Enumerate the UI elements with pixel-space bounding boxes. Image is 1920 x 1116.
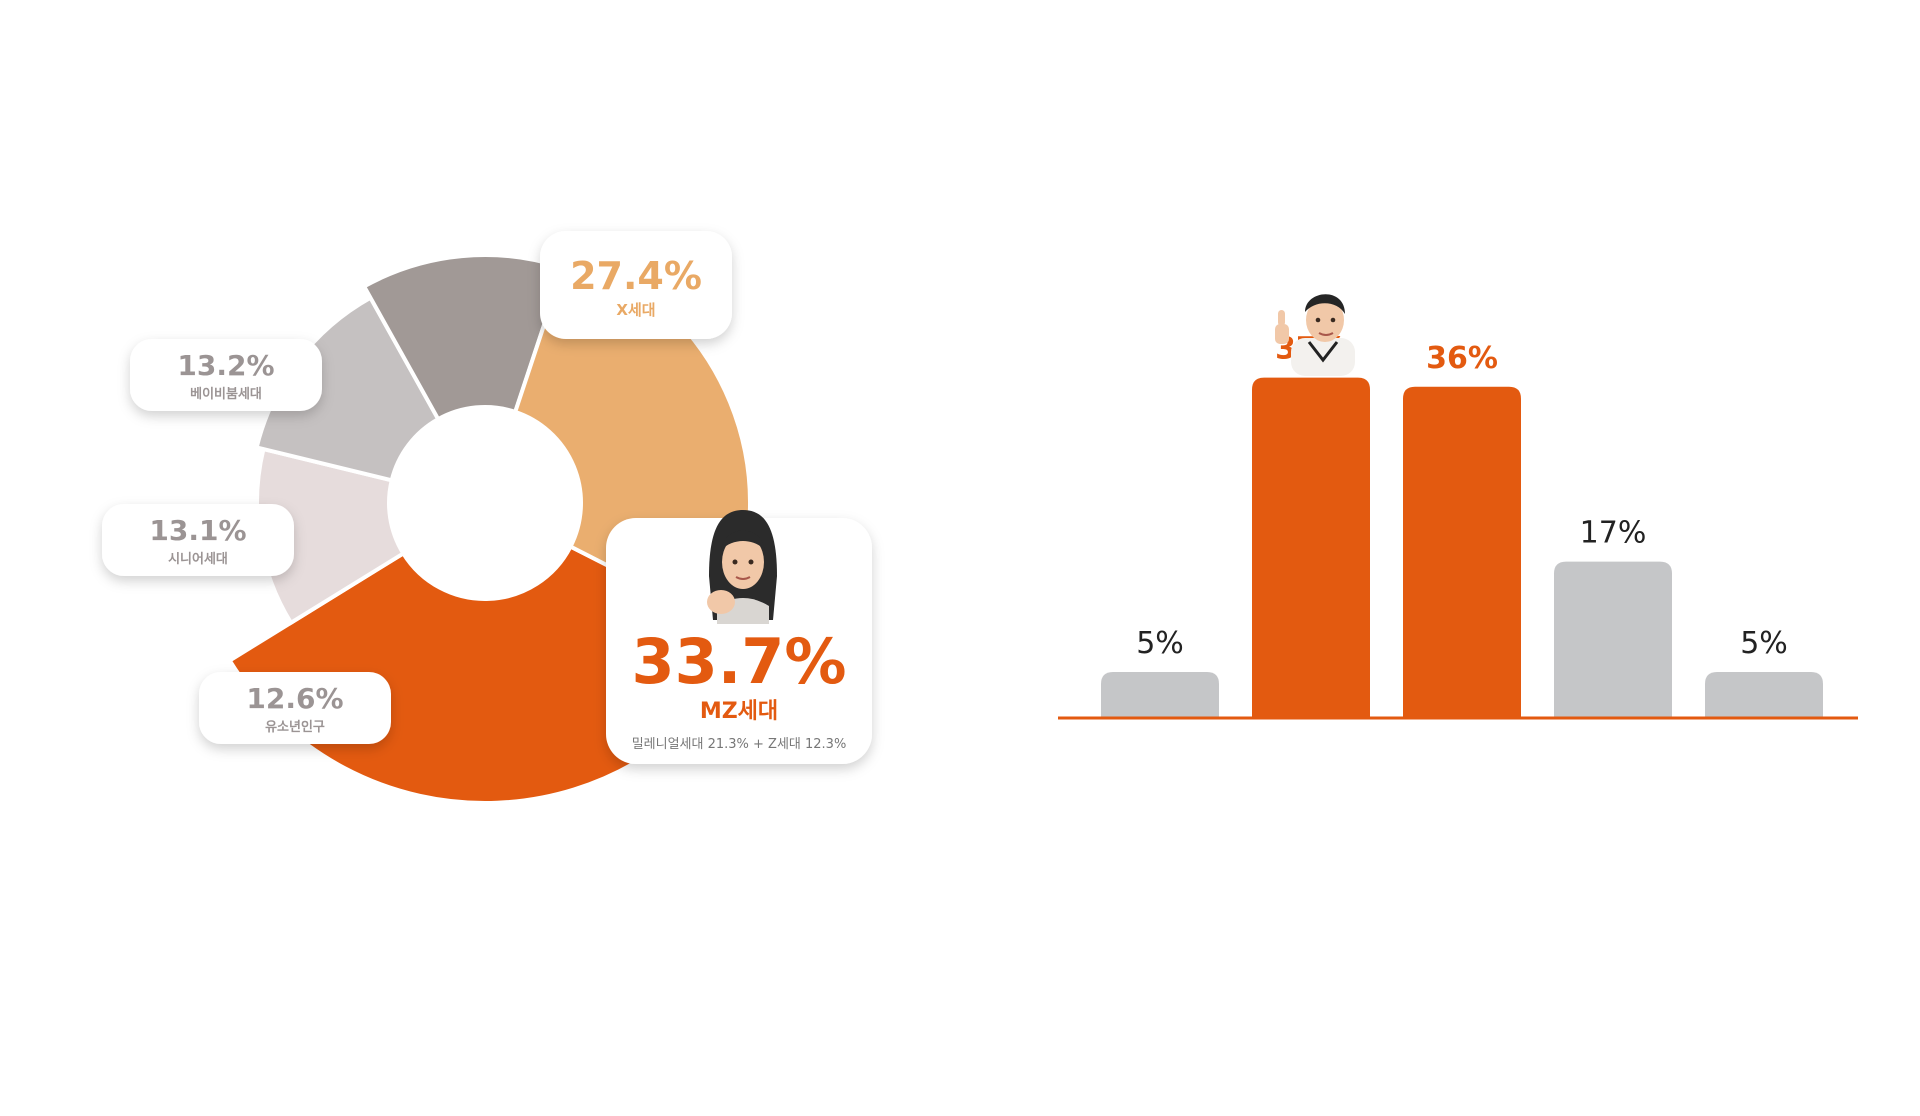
- avatar-man-thumbs-up-icon: [1275, 294, 1355, 376]
- callout-card-bg: [130, 339, 322, 411]
- bars: [1101, 377, 1823, 718]
- bar-5: [1705, 672, 1823, 718]
- callout-card-5: 27.4% X세대: [540, 231, 732, 339]
- bar-value-label-5: 5%: [1740, 626, 1788, 661]
- slice-category-label: X세대: [616, 301, 655, 319]
- callout-card-4: 13.2% 베이비붐세대: [130, 339, 322, 411]
- bar-1: [1101, 672, 1219, 718]
- slice-category-label: 시니어세대: [168, 551, 228, 567]
- callout-card-2: 12.6% 유소년인구: [199, 672, 391, 744]
- donut-hole: [389, 407, 581, 599]
- bar-3: [1403, 386, 1521, 718]
- slice-category-label: MZ세대: [700, 699, 778, 724]
- bar-value-label-1: 5%: [1136, 626, 1184, 661]
- slice-value-label: 13.2%: [177, 349, 274, 382]
- avatar-woman-fist-icon: [707, 510, 777, 624]
- slice-value-label: 27.4%: [570, 254, 702, 298]
- slice-category-label: 베이비붐세대: [190, 386, 262, 402]
- callout-card-bg: [540, 231, 732, 339]
- bar-chart: 5%37%36%17%5%: [1058, 332, 1858, 720]
- slice-note: 밀레니얼세대 21.3% + Z세대 12.3%: [632, 737, 847, 752]
- bar-2: [1252, 377, 1370, 718]
- slice-value-label: 13.1%: [149, 514, 246, 547]
- callout-card-bg: [199, 672, 391, 744]
- slice-value-label: 33.7%: [631, 625, 846, 698]
- callout-card-bg: [606, 518, 872, 764]
- bar-value-label-3: 36%: [1426, 341, 1498, 376]
- slice-category-label: 유소년인구: [265, 719, 325, 735]
- bar-4: [1554, 561, 1672, 718]
- bar-value-labels: 5%37%36%17%5%: [1136, 332, 1788, 661]
- callout-card-bg: [102, 504, 294, 576]
- callout-card-3: 13.1% 시니어세대: [102, 504, 294, 576]
- bar-value-label-4: 17%: [1580, 516, 1647, 551]
- slice-value-label: 12.6%: [246, 682, 343, 715]
